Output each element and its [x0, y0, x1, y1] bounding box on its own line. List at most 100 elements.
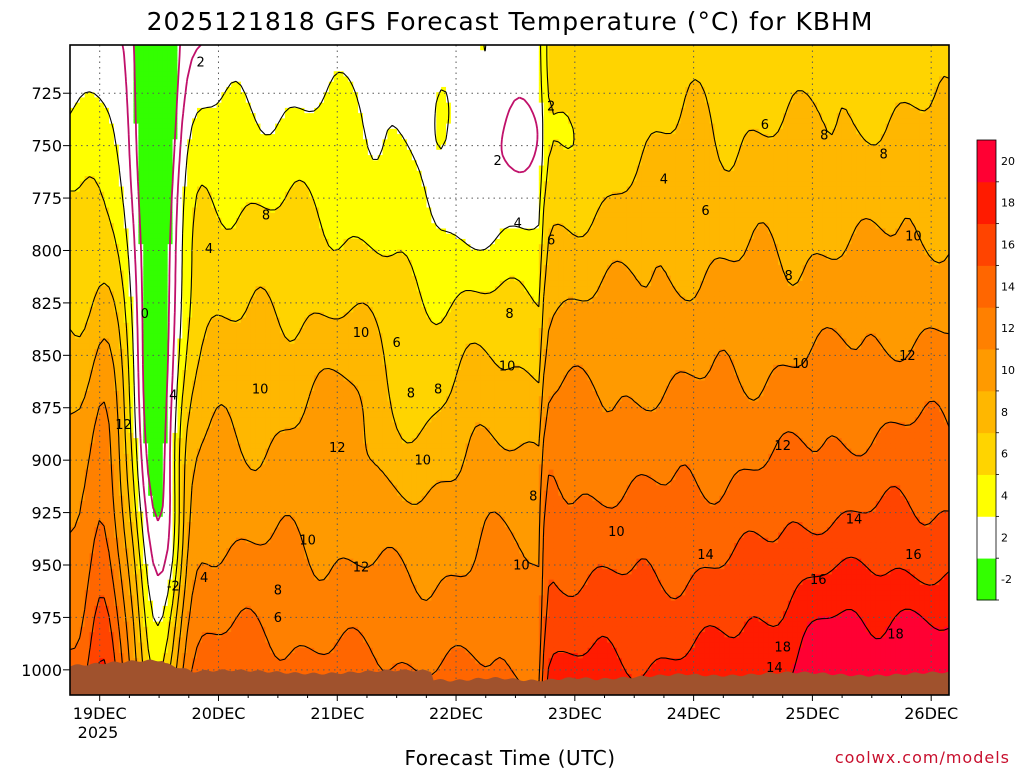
temperature-cell — [157, 165, 164, 172]
temperature-cell — [499, 45, 506, 51]
temperature-cell — [192, 76, 198, 83]
temperature-cell — [802, 45, 808, 51]
temperature-cell — [411, 118, 418, 125]
temperature-cell — [909, 71, 916, 78]
temperature-cell — [363, 102, 369, 109]
temperature-cell — [831, 76, 838, 83]
temperature-cell — [104, 76, 110, 83]
temperature-cell — [416, 92, 423, 99]
temperature-cell — [387, 128, 393, 135]
temperature-cell — [533, 50, 540, 57]
temperature-cell — [455, 60, 462, 67]
temperature-cell — [250, 65, 257, 72]
temperature-cell — [826, 118, 833, 125]
temperature-cell — [524, 76, 530, 83]
temperature-cell — [944, 160, 949, 167]
temperature-cell — [84, 123, 91, 130]
temperature-cell — [782, 118, 789, 125]
temperature-cell — [607, 160, 613, 167]
temperature-cell — [441, 50, 447, 57]
temperature-cell — [406, 170, 413, 177]
temperature-cell — [792, 149, 799, 156]
temperature-cell — [416, 50, 423, 57]
temperature-cell — [621, 128, 628, 135]
temperature-cell — [651, 186, 657, 193]
temperature-cell — [807, 123, 813, 130]
temperature-cell — [475, 118, 481, 125]
temperature-cell — [162, 128, 169, 135]
temperature-cell — [99, 60, 105, 67]
temperature-cell — [187, 55, 193, 62]
temperature-cell — [162, 165, 169, 172]
temperature-cell — [665, 123, 672, 130]
temperature-cell — [631, 144, 638, 151]
temperature-cell — [582, 55, 589, 62]
temperature-cell — [304, 118, 310, 125]
temperature-cell — [411, 123, 418, 130]
temperature-cell — [314, 81, 320, 88]
temperature-cell — [79, 45, 86, 51]
temperature-cell — [665, 92, 672, 99]
temperature-cell — [367, 60, 374, 67]
temperature-cell — [338, 107, 345, 114]
temperature-cell — [831, 65, 838, 72]
temperature-cell — [284, 55, 291, 62]
temperature-cell — [436, 149, 442, 156]
temperature-cell — [304, 71, 310, 78]
temperature-cell — [226, 102, 232, 109]
temperature-cell — [636, 55, 642, 62]
temperature-cell — [519, 160, 525, 167]
temperature-cell — [143, 55, 149, 62]
temperature-cell — [563, 139, 569, 146]
temperature-cell — [822, 155, 828, 161]
temperature-cell — [113, 55, 120, 62]
temperature-cell — [84, 139, 91, 146]
temperature-cell — [182, 134, 188, 140]
temperature-cell — [162, 92, 169, 99]
temperature-cell — [812, 86, 818, 93]
temperature-cell — [236, 149, 242, 156]
temperature-cell — [460, 134, 467, 140]
temperature-cell — [939, 170, 945, 177]
temperature-cell — [944, 65, 949, 72]
temperature-cell — [846, 155, 852, 161]
temperature-cell — [704, 113, 711, 119]
temperature-cell — [275, 123, 281, 130]
temperature-cell — [641, 160, 647, 167]
temperature-cell — [880, 71, 887, 78]
temperature-cell — [670, 107, 677, 114]
temperature-cell — [99, 123, 105, 130]
temperature-cell — [294, 128, 301, 135]
temperature-cell — [265, 139, 271, 146]
temperature-cell — [104, 176, 110, 182]
temperature-cell — [729, 134, 735, 140]
temperature-cell — [724, 165, 730, 172]
temperature-cell — [382, 165, 389, 172]
temperature-cell — [94, 71, 100, 78]
temperature-cell — [529, 86, 535, 93]
temperature-cell — [719, 92, 725, 99]
temperature-cell — [138, 123, 144, 130]
temperature-cell — [568, 186, 574, 193]
temperature-cell — [797, 102, 804, 109]
temperature-cell — [245, 76, 252, 83]
temperature-cell — [343, 165, 349, 172]
temperature-cell — [870, 139, 877, 146]
temperature-cell — [372, 139, 379, 146]
temperature-cell — [826, 155, 833, 161]
temperature-cell — [201, 76, 208, 83]
temperature-cell — [392, 176, 398, 182]
temperature-cell — [665, 113, 672, 119]
temperature-cell — [812, 50, 818, 57]
temperature-cell — [372, 65, 379, 72]
temperature-cell — [275, 102, 281, 109]
temperature-cell — [665, 107, 672, 114]
temperature-cell — [690, 92, 696, 99]
temperature-cell — [631, 102, 638, 109]
temperature-cell — [846, 76, 852, 83]
temperature-cell — [607, 139, 613, 146]
temperature-cell — [84, 128, 91, 135]
temperature-cell — [206, 181, 213, 188]
temperature-cell — [529, 149, 535, 156]
temperature-cell — [670, 139, 677, 146]
